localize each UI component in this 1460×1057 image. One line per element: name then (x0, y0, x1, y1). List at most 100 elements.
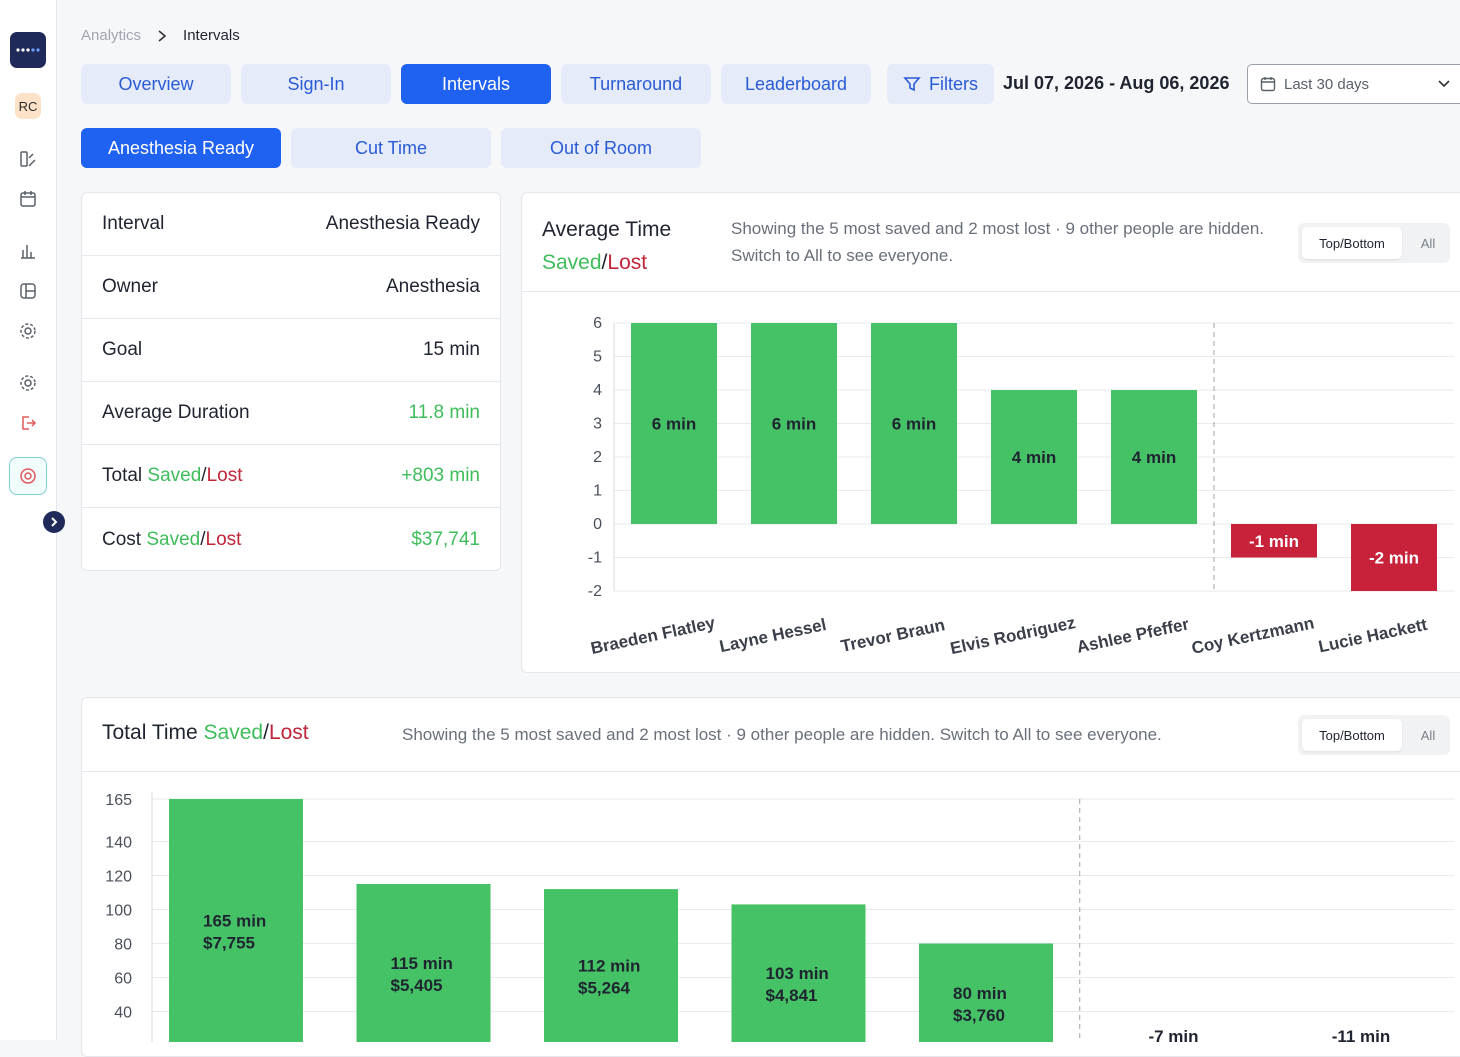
filter-icon (903, 77, 921, 92)
interval-value: Anesthesia Ready (325, 213, 480, 234)
toggle-all[interactable]: All (1420, 727, 1436, 743)
divider (522, 291, 1460, 292)
interval-row: Interval Anesthesia Ready (82, 193, 500, 256)
lost-word: Lost (268, 721, 309, 744)
tab-sign-in[interactable]: Sign-In (241, 64, 391, 104)
support-icon (20, 468, 36, 484)
y-tick-label: 80 (114, 937, 132, 954)
saved-word: Saved (203, 721, 264, 744)
breadcrumb-parent[interactable]: Analytics (81, 27, 142, 44)
y-tick-label: 0 (593, 516, 602, 533)
y-tick-label: 40 (114, 1005, 132, 1022)
bar (871, 323, 957, 524)
saved-word: Saved (542, 251, 602, 274)
bar (544, 889, 678, 1042)
bar (991, 390, 1077, 524)
chevron-down-icon (1438, 80, 1450, 88)
bar-value-label: 112 min (578, 957, 640, 976)
bar-value-label: -1 min (1249, 532, 1299, 551)
interval-label: Interval (102, 213, 165, 234)
bar (356, 884, 491, 1042)
tab-overview[interactable]: Overview (81, 64, 231, 104)
bar-cost-label: $5,405 (391, 976, 443, 995)
bar (1231, 524, 1317, 558)
filters-button[interactable]: Filters (887, 64, 994, 104)
period-select-value: Last 30 days (1284, 75, 1370, 93)
saved-word: Saved (146, 528, 201, 550)
x-tick-label: Lucie Hackett (1317, 615, 1429, 657)
average-time-title: Average Time Saved/Lost (542, 213, 671, 279)
tab-cut-time[interactable]: Cut Time (291, 128, 491, 168)
bar-value-label: 6 min (652, 415, 696, 434)
bar-cost-label: $3,760 (953, 1006, 1005, 1025)
cost-label-text: Cost (102, 528, 147, 550)
x-tick-label: Trevor Braun (839, 615, 946, 656)
expand-sidebar-button[interactable] (43, 511, 65, 533)
y-tick-label: 1 (593, 483, 602, 500)
bar (751, 323, 837, 524)
total-view-toggle[interactable]: Top/Bottom All (1298, 715, 1450, 755)
x-tick-label: Ashlee Pfeffer (1075, 614, 1191, 656)
layout-icon[interactable] (18, 281, 38, 301)
y-tick-label: 165 (105, 792, 132, 809)
tab-anesthesia-ready[interactable]: Anesthesia Ready (81, 128, 281, 168)
x-tick-label: Elvis Rodriguez (949, 613, 1078, 658)
average-duration-row: Average Duration 11.8 min (82, 382, 500, 445)
y-tick-label: 5 (593, 349, 602, 366)
toggle-all[interactable]: All (1420, 235, 1436, 251)
total-saved-row: Total Saved/Lost +803 min (82, 445, 500, 508)
app-logo[interactable] (10, 32, 46, 68)
total-time-title: Total Time Saved/Lost (102, 721, 309, 745)
y-tick-label: 140 (105, 835, 132, 852)
calendar-icon[interactable] (18, 189, 38, 209)
total-time-card: Total Time Saved/Lost Showing the 5 most… (81, 697, 1460, 1057)
settings-icon[interactable] (18, 321, 38, 341)
filters-label: Filters (929, 73, 978, 94)
cost-saved-label: Cost Saved/Lost (102, 529, 241, 551)
bar-chart-icon[interactable] (18, 241, 38, 261)
x-tick-label: Layne Hessel (718, 615, 828, 656)
x-tick-label: Coy Kertzmann (1190, 613, 1316, 658)
dashboard-icon[interactable] (18, 149, 38, 169)
gear-icon[interactable] (18, 373, 38, 393)
bar (731, 904, 866, 1042)
bar (1351, 524, 1437, 591)
lost-word: Lost (205, 528, 242, 550)
y-tick-label: 4 (593, 382, 602, 399)
y-tick-label: 2 (593, 449, 602, 466)
y-tick-label: -1 (588, 550, 602, 567)
avatar[interactable]: RC (15, 93, 41, 119)
y-tick-label: -2 (588, 583, 602, 600)
y-tick-label: 100 (105, 903, 132, 920)
average-time-note: Showing the 5 most saved and 2 most lost… (731, 219, 1264, 265)
average-duration-value: 11.8 min (408, 402, 480, 423)
y-tick-label: 3 (593, 416, 602, 433)
cost-saved-row: Cost Saved/Lost $37,741 (82, 508, 500, 571)
goal-value: 15 min (422, 339, 480, 360)
total-time-note: Showing the 5 most saved and 2 most lost… (402, 725, 1162, 744)
period-select[interactable]: Last 30 days (1247, 64, 1460, 104)
tab-leaderboard[interactable]: Leaderboard (721, 64, 871, 104)
breadcrumb: Analytics Intervals (81, 27, 240, 44)
support-button[interactable] (9, 457, 47, 495)
bar-value-label: 103 min (766, 964, 829, 983)
logo-dots-icon (16, 48, 40, 52)
date-range: Jul 07, 2026 - Aug 06, 2026 (1003, 73, 1230, 93)
average-view-toggle[interactable]: Top/Bottom All (1298, 223, 1450, 263)
tab-intervals[interactable]: Intervals (401, 64, 551, 104)
toggle-top-bottom[interactable]: Top/Bottom (1302, 719, 1402, 751)
lost-word: Lost (206, 465, 243, 486)
total-label-text: Total (102, 465, 148, 486)
bar-value-label: 6 min (772, 415, 816, 434)
cost-saved-value: $37,741 (411, 528, 480, 550)
tab-out-of-room[interactable]: Out of Room (501, 128, 701, 168)
bar (919, 943, 1053, 1042)
tab-turnaround[interactable]: Turnaround (561, 64, 711, 104)
toggle-top-bottom[interactable]: Top/Bottom (1302, 227, 1402, 259)
bar-value-label: 4 min (1132, 448, 1176, 467)
bar-value-label: 165 min (203, 912, 266, 931)
sidebar: RC (0, 0, 65, 1040)
bar-cost-label: $4,841 (766, 986, 818, 1005)
logout-icon[interactable] (18, 413, 38, 433)
bar-value-label: 115 min (391, 954, 453, 973)
